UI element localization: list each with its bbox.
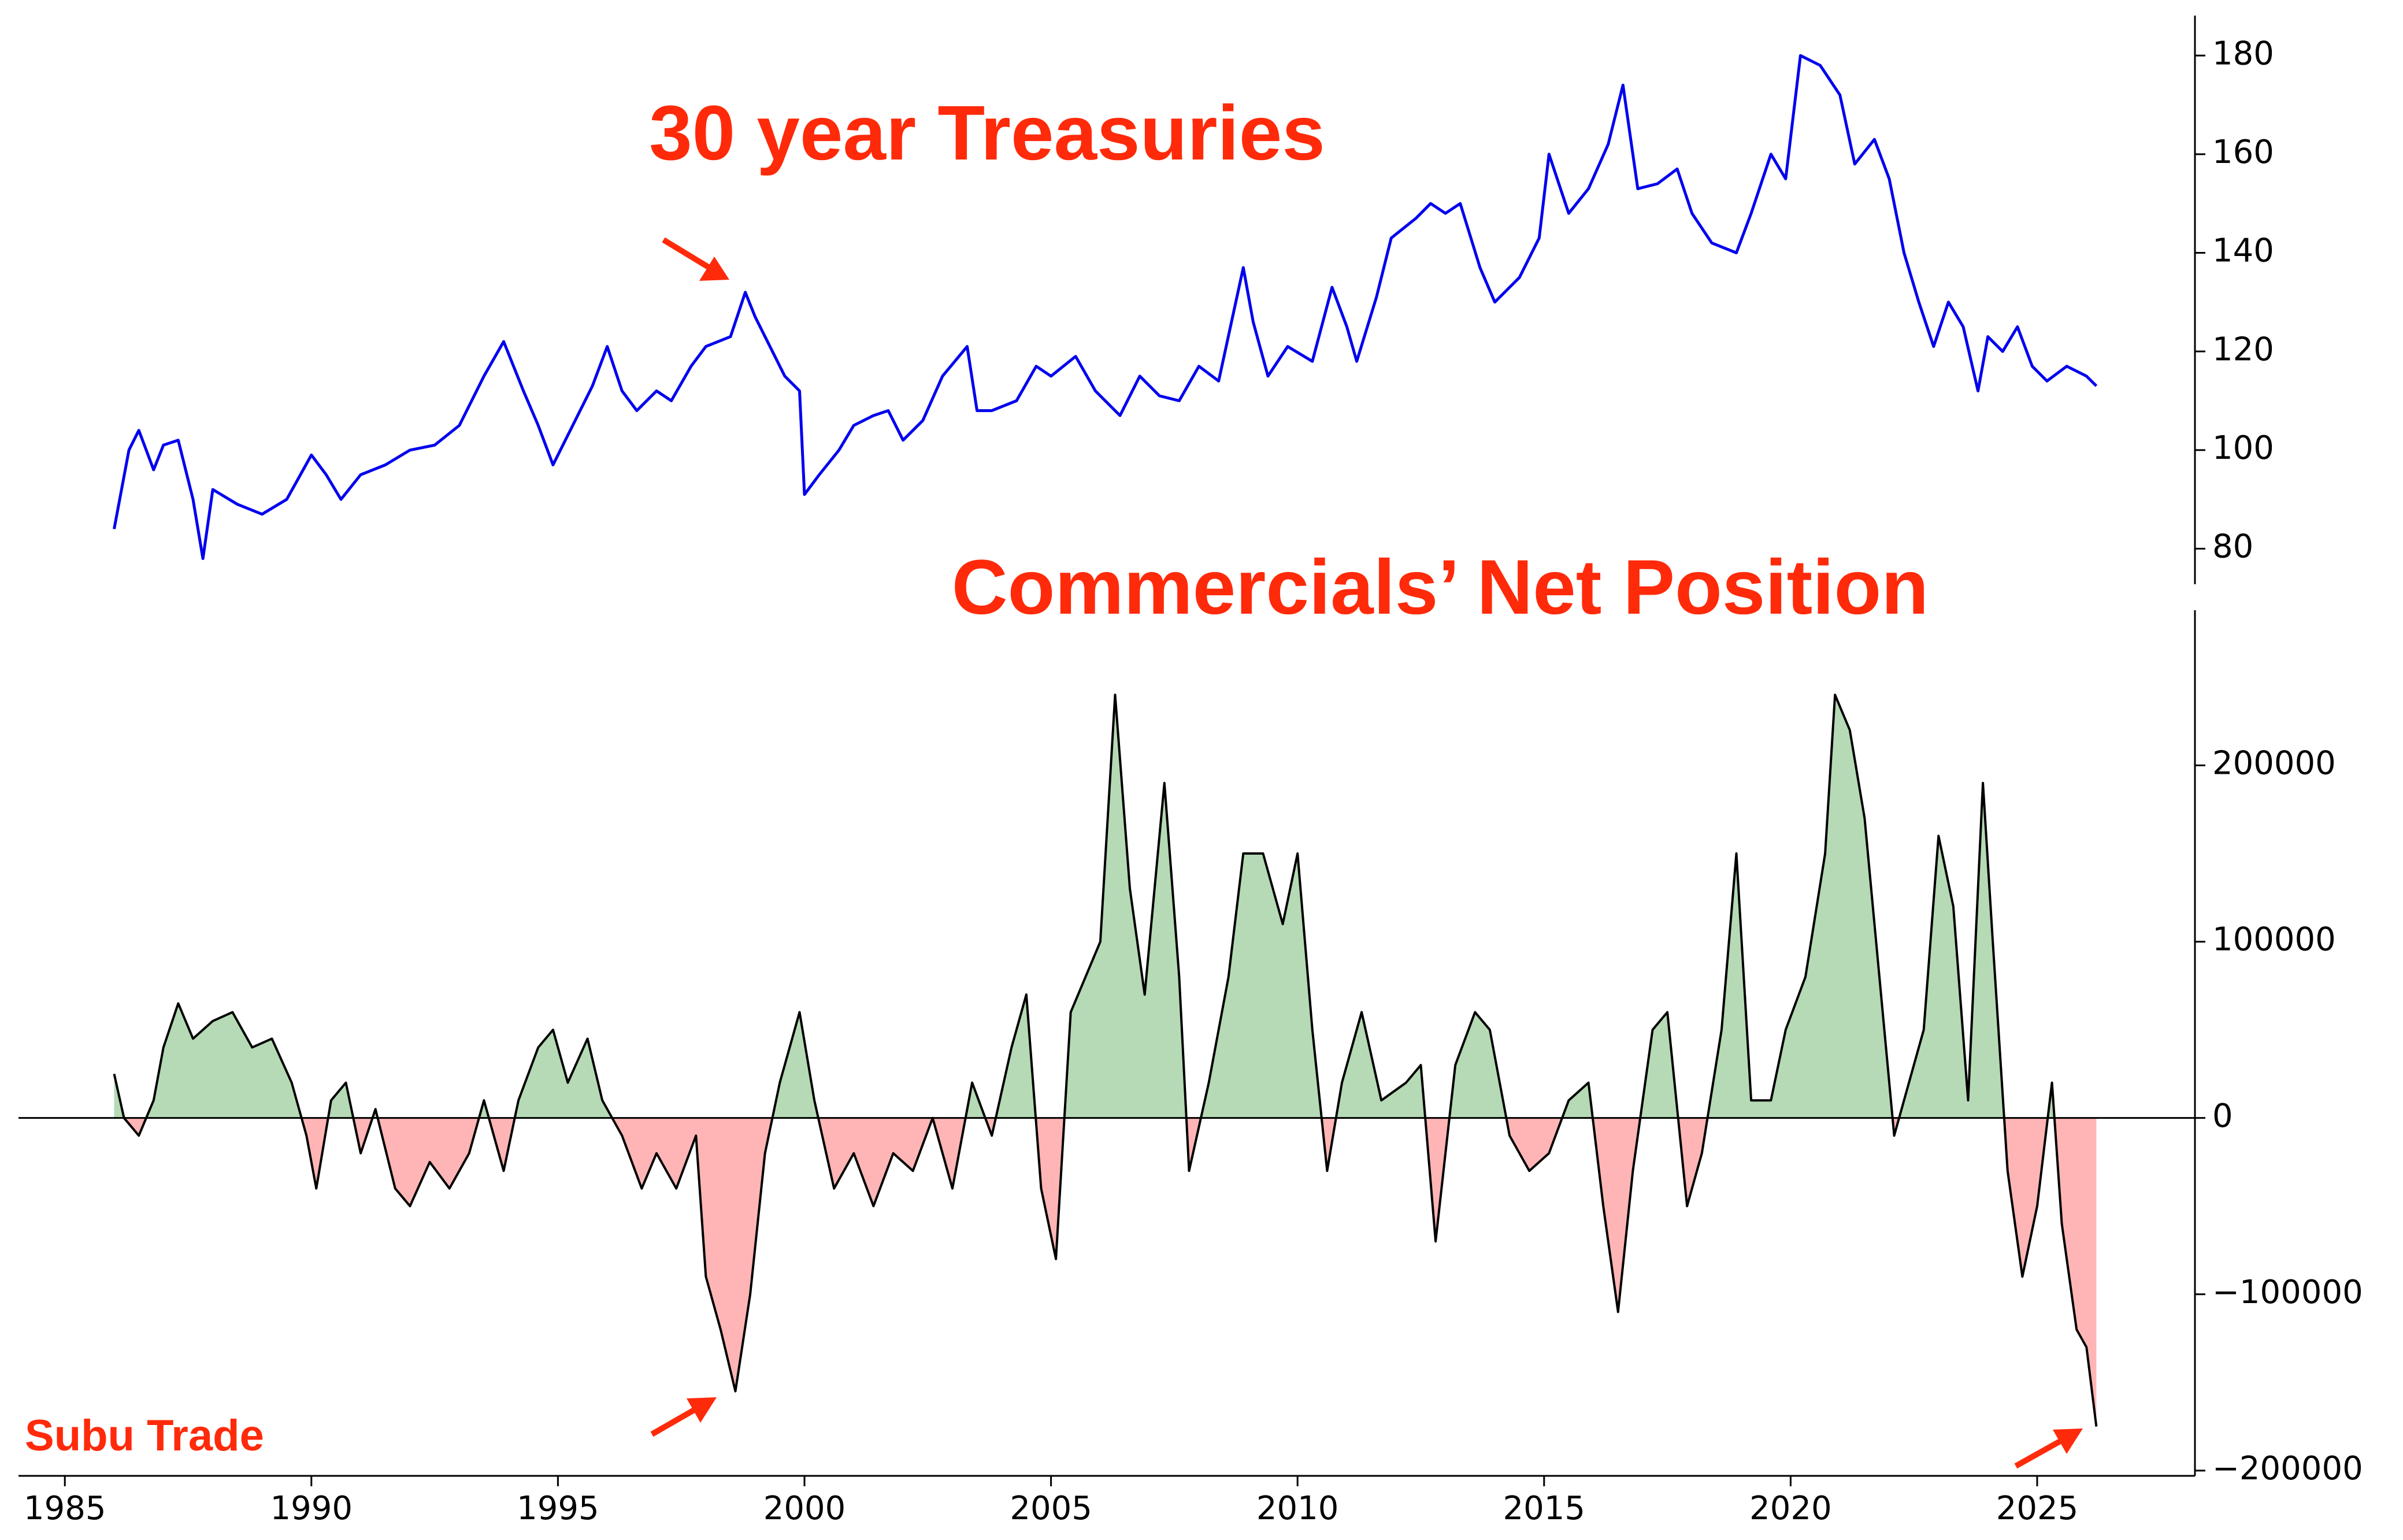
y-tick-label: 0 <box>2212 1097 2233 1135</box>
y-tick-label: 180 <box>2212 35 2274 72</box>
x-tick-label: 1990 <box>270 1490 353 1527</box>
y-tick-label: 200000 <box>2212 745 2336 782</box>
top-title: 30 year Treasuries <box>649 90 1325 176</box>
y-tick-label: −200000 <box>2212 1450 2363 1487</box>
y-tick-label: 80 <box>2212 528 2253 566</box>
arrow-head <box>687 1397 717 1423</box>
y-tick-label: 100000 <box>2212 921 2336 959</box>
x-tick-label: 2020 <box>1749 1490 1832 1527</box>
arrow <box>650 1405 700 1437</box>
series-line <box>113 693 2098 1427</box>
y-tick-label: −100000 <box>2212 1274 2363 1311</box>
annotation: Subu Trade <box>25 1411 264 1460</box>
negative-area <box>114 1118 2097 1427</box>
arrows <box>650 237 2083 1469</box>
y-tick-label: 160 <box>2212 133 2274 171</box>
x-tick-label: 2010 <box>1256 1490 1339 1527</box>
arrow-head <box>2053 1428 2083 1454</box>
y-tick-label: 100 <box>2212 429 2274 467</box>
x-tick-label: 2015 <box>1503 1490 1586 1527</box>
series-line <box>113 54 2098 561</box>
x-tick-label: 1995 <box>517 1490 599 1527</box>
bottom-title: Commercials’ Net Position <box>952 544 1929 630</box>
x-tick-label: 1985 <box>24 1490 106 1527</box>
x-tick-label: 2025 <box>1996 1490 2079 1527</box>
y-tick-label: 120 <box>2212 331 2274 368</box>
arrow <box>662 237 714 272</box>
x-tick-label: 2000 <box>763 1490 846 1527</box>
positive-area <box>114 695 2055 1118</box>
y-tick-label: 140 <box>2212 232 2274 270</box>
plot: 80 100 120 140 160 180 −200000 −100000 0 100000 20… <box>18 16 2363 1527</box>
arrow <box>2014 1436 2066 1469</box>
arrow-head <box>699 257 729 281</box>
x-tick-label: 2005 <box>1010 1490 1092 1527</box>
